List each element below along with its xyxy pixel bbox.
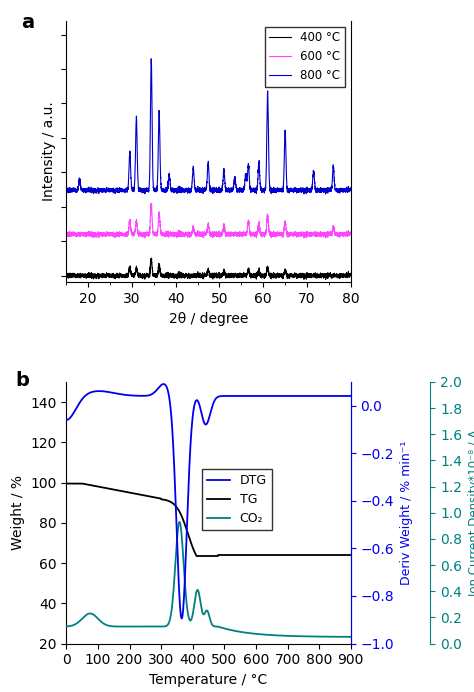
Line: 400 °C: 400 °C	[66, 258, 351, 280]
TG	[64, 480, 69, 488]
DTG	[185, 496, 191, 504]
400 °C	[325, 268, 331, 277]
DTG	[179, 614, 184, 623]
X-axis label: Temperature / °C: Temperature / °C	[149, 673, 268, 687]
600 °C	[323, 234, 328, 242]
800 °C	[148, 55, 154, 63]
800 °C	[185, 187, 191, 195]
Y-axis label: Deriv Weight / % min⁻¹: Deriv Weight / % min⁻¹	[400, 441, 413, 585]
TG	[185, 529, 191, 537]
800 °C	[339, 186, 345, 194]
600 °C	[339, 230, 345, 239]
TG	[348, 551, 354, 559]
DTG	[343, 392, 348, 400]
DTG	[113, 389, 118, 397]
800 °C	[270, 185, 276, 194]
800 °C	[199, 185, 204, 194]
DTG	[173, 495, 178, 503]
400 °C	[149, 254, 155, 262]
Y-axis label: Ion Current Density*10⁻⁸ / A: Ion Current Density*10⁻⁸ / A	[468, 430, 474, 596]
CO₂	[96, 615, 101, 623]
CO₂	[185, 609, 191, 617]
600 °C	[199, 230, 204, 238]
400 °C	[323, 275, 328, 284]
800 °C	[183, 185, 189, 194]
800 °C	[64, 184, 69, 192]
600 °C	[270, 230, 276, 238]
Line: DTG: DTG	[66, 384, 351, 619]
Text: b: b	[15, 372, 29, 390]
DTG	[96, 387, 101, 395]
CO₂	[64, 622, 69, 630]
Y-axis label: Intensity / a.u.: Intensity / a.u.	[42, 102, 56, 201]
400 °C	[64, 270, 69, 278]
TG	[173, 502, 178, 510]
400 °C	[270, 271, 276, 280]
CO₂	[312, 632, 318, 641]
CO₂	[173, 558, 178, 567]
Line: 600 °C: 600 °C	[66, 203, 351, 238]
CO₂	[113, 622, 118, 630]
Legend: DTG, TG, CO₂: DTG, TG, CO₂	[202, 469, 272, 530]
X-axis label: 2θ / degree: 2θ / degree	[169, 311, 248, 326]
Line: TG: TG	[66, 484, 351, 556]
400 °C	[348, 270, 354, 278]
DTG	[312, 392, 318, 400]
600 °C	[348, 229, 354, 237]
Y-axis label: Weight / %: Weight / %	[11, 475, 25, 550]
Text: a: a	[21, 13, 34, 32]
Line: 800 °C: 800 °C	[66, 59, 351, 194]
600 °C	[64, 228, 69, 237]
600 °C	[325, 228, 331, 236]
TG	[194, 552, 200, 560]
DTG	[64, 416, 69, 424]
400 °C	[183, 271, 189, 280]
600 °C	[185, 230, 191, 239]
Line: CO₂: CO₂	[66, 522, 351, 637]
600 °C	[183, 230, 189, 238]
TG	[113, 486, 118, 494]
DTG	[161, 380, 166, 388]
CO₂	[348, 632, 354, 641]
CO₂	[342, 632, 348, 641]
400 °C	[339, 271, 345, 280]
Legend: 400 °C, 600 °C, 800 °C: 400 °C, 600 °C, 800 °C	[264, 27, 345, 87]
600 °C	[148, 199, 154, 208]
800 °C	[325, 183, 331, 192]
TG	[96, 482, 101, 491]
800 °C	[348, 185, 354, 193]
TG	[312, 551, 318, 559]
400 °C	[199, 271, 204, 280]
400 °C	[185, 272, 191, 280]
TG	[342, 551, 348, 559]
DTG	[348, 392, 354, 400]
CO₂	[177, 518, 182, 526]
800 °C	[323, 190, 328, 198]
